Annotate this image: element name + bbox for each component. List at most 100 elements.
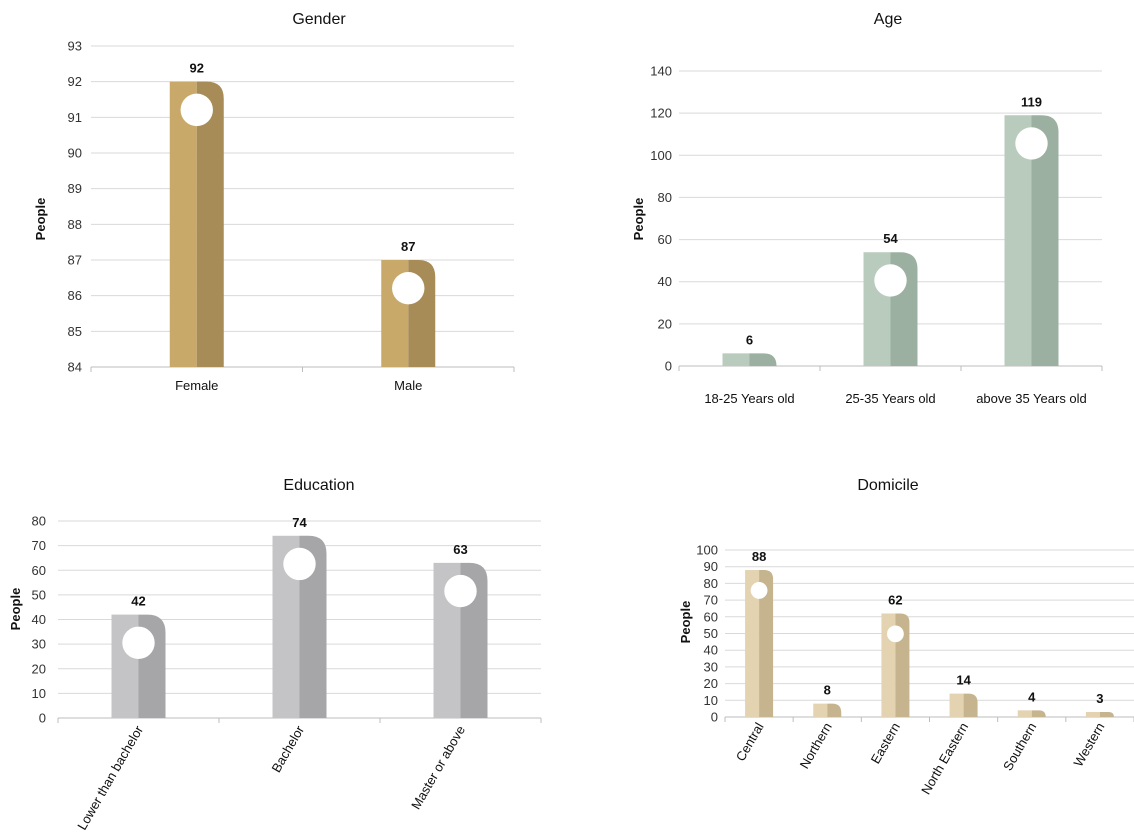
bar: [745, 570, 774, 717]
y-tick-label: 89: [68, 181, 82, 196]
y-axis-label: People: [631, 198, 646, 241]
y-tick-label: 100: [650, 148, 672, 163]
bar-right-face: [963, 693, 978, 717]
y-tick-label: 80: [704, 576, 718, 591]
education-chart: Education People 0 10 20 30 40 50 60 70 80 42 Lowe…: [8, 477, 542, 833]
x-tick-label: Male: [394, 378, 422, 393]
x-tick-label: Female: [175, 378, 218, 393]
bar-right-face: [1031, 710, 1046, 717]
gender-chart: Gender People 84 85 86 87 88 89 90 91 92 93 92 Fema…: [33, 11, 515, 393]
y-tick-label: 10: [32, 686, 46, 701]
x-tick-label: above 35 Years old: [976, 391, 1087, 406]
x-tick-label: Southern: [1000, 720, 1039, 773]
bar-right-face: [749, 353, 777, 366]
bar-right-face: [196, 81, 224, 368]
chart-title: Gender: [292, 11, 346, 28]
data-label: 87: [401, 239, 415, 254]
bar-circle-marker: [750, 582, 768, 599]
y-tick-label: 60: [32, 563, 46, 578]
y-tick-label: 20: [658, 316, 672, 331]
bar-right-face: [827, 703, 842, 717]
y-tick-label: 40: [32, 612, 46, 627]
data-label: 62: [888, 592, 902, 607]
y-tick-label: 40: [658, 274, 672, 289]
x-tick-label: North Eastern: [918, 720, 971, 797]
y-tick-label: 92: [68, 74, 82, 89]
y-tick-label: 70: [704, 593, 718, 608]
data-label: 8: [824, 683, 831, 698]
bar-circle-marker: [180, 93, 213, 127]
y-tick-label: 0: [665, 359, 672, 374]
data-label: 88: [752, 549, 766, 564]
y-tick-label: 60: [658, 232, 672, 247]
bar-circle-marker: [887, 625, 904, 643]
bar: [949, 693, 978, 717]
chart-title: Age: [874, 11, 903, 28]
y-tick-label: 86: [68, 288, 82, 303]
y-tick-label: 93: [68, 39, 82, 54]
x-tick-label: Western: [1070, 720, 1107, 769]
y-tick-label: 120: [650, 106, 672, 121]
x-tick-label: Bachelor: [268, 722, 307, 775]
bar-right-face: [1099, 711, 1114, 717]
data-label: 6: [746, 332, 753, 347]
bar-circle-marker: [392, 272, 425, 305]
y-tick-label: 40: [704, 643, 718, 658]
y-tick-label: 70: [32, 538, 46, 553]
y-tick-label: 60: [704, 609, 718, 624]
bar-left-face: [169, 81, 197, 368]
data-label: 42: [131, 594, 145, 609]
y-tick-label: 0: [39, 711, 46, 726]
y-tick-label: 90: [68, 146, 82, 161]
bar-left-face: [722, 353, 750, 366]
data-label: 63: [453, 542, 467, 557]
y-tick-label: 20: [704, 676, 718, 691]
y-tick-label: 10: [704, 693, 718, 708]
data-label: 119: [1021, 94, 1042, 109]
x-tick-label: Northern: [797, 720, 835, 771]
y-tick-label: 80: [658, 190, 672, 205]
bar-right-face: [1031, 115, 1059, 366]
y-tick-label: 88: [68, 217, 82, 232]
y-tick-label: 100: [696, 543, 718, 558]
bar: [863, 252, 918, 366]
x-tick-label: Lower than bachelor: [74, 722, 146, 832]
bar-left-face: [949, 693, 964, 717]
y-axis-label: People: [33, 198, 48, 241]
data-label: 14: [956, 673, 971, 688]
y-axis-label: People: [678, 601, 693, 644]
chart-title: Education: [283, 477, 354, 494]
y-tick-label: 87: [68, 253, 82, 268]
y-tick-label: 85: [68, 324, 82, 339]
data-label: 54: [883, 231, 898, 246]
y-tick-label: 30: [32, 637, 46, 652]
bar-left-face: [813, 703, 828, 717]
bar: [1004, 115, 1059, 366]
bar-right-face: [759, 570, 774, 717]
data-label: 4: [1028, 689, 1036, 704]
bar: [169, 81, 224, 368]
bar-circle-marker: [874, 264, 907, 297]
x-tick-label: 25-35 Years old: [845, 391, 935, 406]
bar-circle-marker: [283, 547, 316, 581]
data-label: 3: [1096, 691, 1103, 706]
bar: [381, 260, 436, 367]
bar: [813, 703, 842, 717]
data-label: 92: [190, 61, 204, 76]
bar: [1017, 710, 1046, 717]
y-tick-label: 30: [704, 659, 718, 674]
x-tick-label: Eastern: [868, 720, 903, 766]
bar-circle-marker: [1015, 127, 1048, 160]
y-tick-label: 80: [32, 514, 46, 529]
y-tick-label: 84: [68, 360, 82, 375]
bar: [722, 353, 777, 366]
bar-left-face: [1017, 710, 1032, 717]
y-tick-label: 20: [32, 661, 46, 676]
bar-circle-marker: [122, 626, 155, 659]
y-tick-label: 140: [650, 64, 672, 79]
bar: [433, 562, 488, 718]
x-tick-label: 18-25 Years old: [704, 391, 794, 406]
bar: [1085, 711, 1114, 717]
